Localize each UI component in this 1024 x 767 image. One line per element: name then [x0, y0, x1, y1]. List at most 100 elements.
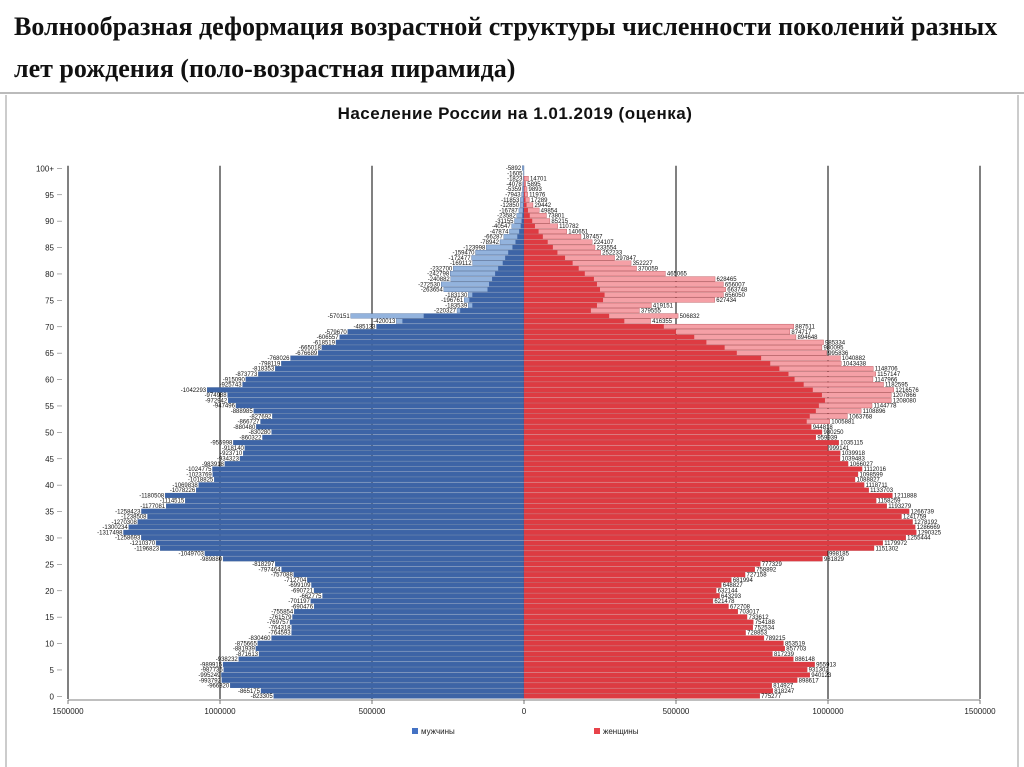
bar-male-core	[141, 508, 525, 514]
bar-female-core	[524, 667, 808, 672]
female-value-label: 853519	[785, 641, 806, 647]
bar-male-core	[495, 271, 524, 276]
male-value-label: -485133	[353, 325, 376, 331]
bar-male-core	[469, 297, 524, 303]
female-value-label: 224107	[594, 240, 615, 246]
bar-male-core	[212, 466, 525, 472]
male-value-label: -712704	[284, 578, 307, 584]
female-value-label: 233554	[597, 245, 618, 251]
female-value-label: 727158	[747, 573, 768, 579]
male-value-label: -420013	[373, 319, 396, 325]
age-tick-label: 75	[45, 296, 54, 305]
bar-female-core	[524, 635, 764, 641]
bar-male-core	[196, 487, 524, 493]
bar-male-core	[260, 688, 524, 694]
male-value-label: -4078	[506, 182, 522, 188]
female-value-label: 955913	[816, 662, 837, 668]
bar-female-core	[524, 244, 553, 250]
bar-female-core	[524, 440, 839, 445]
female-value-label: 1040882	[842, 356, 866, 362]
female-value-label: 775277	[761, 694, 782, 700]
bar-female-core	[524, 456, 841, 461]
bar-value-labels: -823305 775277 -865175 818247 -966320 814927 -…	[97, 166, 942, 700]
female-value-label: 887511	[795, 325, 815, 331]
bar-male-core	[166, 503, 525, 509]
age-tick-label: 40	[45, 481, 54, 490]
bar-female-core	[524, 493, 893, 498]
bar-female-core	[524, 477, 856, 482]
female-value-label: 1151302	[875, 546, 899, 552]
female-value-label: 297847	[616, 256, 637, 262]
bar-female-core	[524, 646, 785, 651]
female-value-label: 703017	[739, 610, 760, 616]
male-value-label: -47874	[490, 229, 509, 235]
bar-male-core	[376, 324, 524, 329]
bar-female-core	[524, 303, 597, 308]
female-value-label: 648827	[723, 583, 744, 589]
male-value-label: -993792	[199, 678, 222, 684]
bar-male-core	[262, 435, 524, 440]
female-value-label: 733612	[749, 615, 770, 621]
female-value-label: 1005881	[831, 420, 855, 426]
legend-swatch	[594, 728, 600, 734]
bar-female-core	[524, 535, 906, 540]
age-tick-label: 90	[45, 217, 54, 226]
female-value-label: 656007	[725, 282, 746, 288]
male-value-label: -11853	[501, 198, 520, 204]
male-value-label: -880480	[233, 425, 256, 431]
bar-male-core	[228, 398, 524, 403]
female-value-label: 632144	[718, 589, 739, 595]
male-value-label: -871613	[236, 652, 259, 658]
bar-male-core	[260, 419, 524, 424]
female-value-label: 1043438	[843, 361, 867, 367]
female-value-label: 5895	[527, 182, 541, 188]
bar-male-core	[472, 292, 524, 298]
bar-male-core	[207, 387, 524, 393]
bar-female-age	[523, 176, 529, 182]
bar-male-core	[214, 477, 524, 482]
bar-female-core	[524, 266, 579, 271]
male-value-label: -925743	[220, 383, 243, 389]
bar-female-core	[524, 598, 713, 604]
male-value-label: -220327	[434, 309, 457, 315]
male-value-label: -1069838	[172, 483, 198, 489]
male-value-label: -860322	[239, 435, 262, 441]
bar-male-core	[257, 640, 524, 646]
female-value-label: 1216576	[895, 388, 919, 394]
male-value-label: -866727	[237, 420, 260, 426]
bars	[123, 165, 917, 699]
bar-male-core	[293, 572, 524, 577]
male-value-label: -974988	[205, 393, 228, 399]
bar-female-core	[524, 392, 822, 398]
bar-female-core	[524, 614, 748, 620]
female-value-label: 1039918	[842, 451, 866, 457]
age-tick-label: 80	[45, 270, 54, 279]
bar-female-core	[524, 229, 539, 234]
female-value-label: 998185	[829, 552, 850, 558]
male-value-label: -827692	[249, 414, 272, 420]
bar-male-core	[291, 630, 524, 636]
female-value-label: 187457	[582, 235, 603, 241]
female-value-label: 1266739	[911, 509, 935, 515]
legend-label: мужчины	[421, 727, 455, 736]
male-value-label: -12850	[500, 203, 519, 209]
female-value-label: 73801	[548, 214, 565, 220]
female-value-label: 944818	[813, 425, 834, 431]
bar-female-core	[524, 683, 772, 688]
female-value-label: 1133703	[870, 488, 894, 494]
bar-male-core	[165, 493, 525, 498]
bar-female-core	[524, 313, 610, 319]
female-value-label: 980250	[823, 430, 844, 436]
male-value-label: -769757	[267, 620, 290, 626]
male-value-label: -1114515	[160, 499, 185, 505]
bar-female-core	[524, 413, 810, 419]
female-value-label: 931302	[809, 668, 830, 674]
female-value-label: 85215	[551, 219, 568, 225]
bar-male-core	[243, 450, 525, 456]
female-value-label: 1179972	[884, 541, 908, 547]
bar-male-core	[275, 366, 524, 372]
female-value-label: 980095	[823, 346, 844, 352]
x-tick-label: 1000000	[812, 707, 844, 716]
female-value-label: 1108896	[863, 409, 887, 415]
bar-male-core	[339, 334, 524, 340]
